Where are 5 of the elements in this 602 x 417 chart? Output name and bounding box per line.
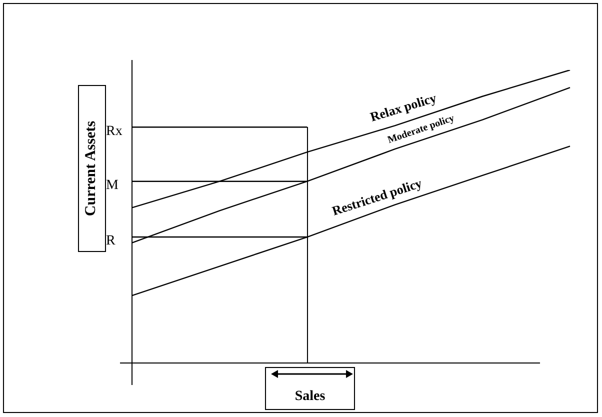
x-axis-title: Sales (294, 389, 326, 405)
y-axis-title: Current Assets (84, 120, 100, 216)
series-label: M (106, 178, 119, 194)
series-label: Rx (106, 124, 122, 139)
series-label: R (106, 234, 116, 249)
